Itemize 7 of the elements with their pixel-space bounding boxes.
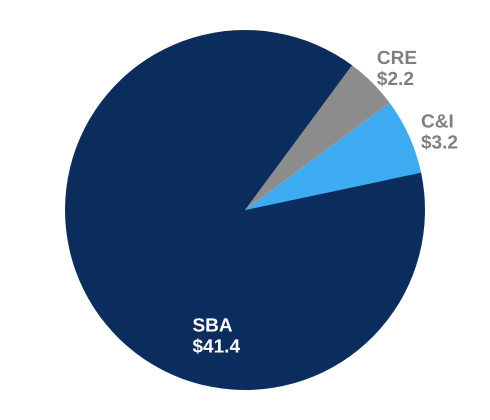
data-label: $2.2 [376,68,414,90]
slice-label: CRE [376,48,418,69]
slice-label: SBA [192,316,233,337]
data-label: $3.2 [420,132,458,154]
data-label: $41.4 [192,336,240,358]
slice-label: C&I [420,112,454,133]
pie-slice [245,102,422,210]
